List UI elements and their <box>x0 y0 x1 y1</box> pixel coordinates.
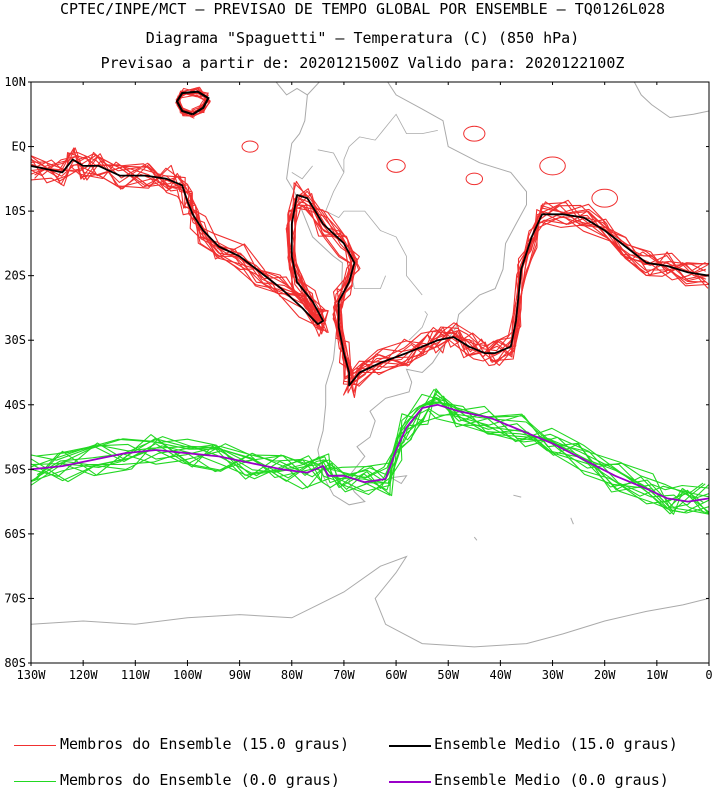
lon-tick-label: 130W <box>17 668 47 682</box>
coastline <box>390 475 408 485</box>
member-isotherm-0 <box>36 409 709 515</box>
mean-isotherm-15 <box>31 158 709 387</box>
legend-swatch-mean-0 <box>389 781 431 783</box>
lon-tick-label: 70W <box>333 668 355 682</box>
longitude-axis: 130W 120W 110W 100W 90W 80W 70W 60W 50W 40W 30W 20W… <box>17 82 713 682</box>
lon-tick-label: 110W <box>121 668 151 682</box>
member-isotherm-15 <box>31 154 707 386</box>
member-blob-15 <box>241 140 259 153</box>
legend-swatch-members-0 <box>14 781 56 782</box>
member-isotherm-0 <box>31 402 709 498</box>
ensemble-mean-layer <box>31 90 709 503</box>
member-isotherm-15 <box>31 155 709 399</box>
member-isotherm-0 <box>31 396 709 499</box>
member-isotherm-15 <box>31 149 706 378</box>
lat-tick-label: 10S <box>4 204 26 218</box>
country-border <box>343 210 423 296</box>
legend-label-mean-15: Ensemble Medio (15.0 graus) <box>434 735 678 753</box>
ensemble-members-layer <box>31 86 709 515</box>
coastline <box>247 8 260 44</box>
mean-isotherm-0 <box>31 403 709 503</box>
legend-swatch-mean-15 <box>389 745 431 747</box>
lat-tick-label: 70S <box>4 591 26 605</box>
member-isotherm-15 <box>31 155 709 388</box>
coastline <box>286 82 527 506</box>
country-border <box>343 113 438 173</box>
lon-tick-label: 50W <box>437 668 459 682</box>
coastline <box>275 82 308 96</box>
coastline-layer <box>31 8 709 648</box>
member-isotherm-0 <box>36 410 709 493</box>
lon-tick-label: 60W <box>385 668 407 682</box>
latitude-axis: 10N EQ 10S 20S 30S 40S 50S 60S 70S 80S <box>4 75 709 670</box>
lon-tick-label: 0 <box>705 668 712 682</box>
lon-tick-label: 90W <box>229 668 251 682</box>
member-isotherm-0 <box>31 395 709 514</box>
member-isotherm-15 <box>31 153 706 374</box>
lon-tick-label: 120W <box>69 668 99 682</box>
lat-tick-label: 60S <box>4 527 26 541</box>
country-border <box>291 165 313 180</box>
country-border <box>408 310 428 341</box>
member-isotherm-15 <box>31 161 706 383</box>
lon-tick-label: 40W <box>490 668 512 682</box>
member-blob-15 <box>463 125 486 142</box>
lon-tick-label: 10W <box>646 668 668 682</box>
coastline <box>513 494 522 498</box>
member-isotherm-15 <box>31 147 706 384</box>
coastline <box>570 517 574 525</box>
title-line-2: Diagrama "Spaguetti" – Temperatura (C) (… <box>145 29 580 47</box>
title-line-3: Previsao a partir de: 2020121500Z Valido… <box>100 54 625 72</box>
member-blob-15 <box>591 188 618 208</box>
title-line-1: CPTEC/INPE/MCT – PREVISAO DE TEMPO GLOBA… <box>59 0 666 18</box>
legend-label-mean-0: Ensemble Medio (0.0 graus) <box>434 771 669 789</box>
lon-tick-label: 80W <box>281 668 303 682</box>
lon-tick-label: 30W <box>542 668 564 682</box>
member-isotherm-15 <box>34 163 709 387</box>
legend-label-members-0: Membros do Ensemble (0.0 graus) <box>60 771 340 789</box>
lat-tick-label: 30S <box>4 333 26 347</box>
legend-label-members-15: Membros do Ensemble (15.0 graus) <box>60 735 349 753</box>
lat-tick-label: EQ <box>12 140 26 154</box>
member-blob-15 <box>465 172 484 186</box>
lat-tick-label: 50S <box>4 462 26 476</box>
member-isotherm-15 <box>31 151 709 380</box>
coastline <box>473 536 478 541</box>
lon-tick-label: 20W <box>594 668 616 682</box>
legend-swatch-members-15 <box>14 745 56 746</box>
member-blob-15 <box>539 156 566 176</box>
member-isotherm-0 <box>31 401 704 503</box>
plot-frame <box>30 81 710 664</box>
lat-tick-label: 10N <box>4 75 26 89</box>
member-blob-15 <box>386 159 406 173</box>
member-gyre-15 <box>178 92 208 118</box>
lat-tick-label: 80S <box>4 656 26 670</box>
mean-gyre-15 <box>175 90 210 116</box>
coastline <box>633 82 709 119</box>
lat-tick-label: 40S <box>4 398 26 412</box>
country-border <box>317 149 345 219</box>
coastline <box>31 555 709 648</box>
member-isotherm-15 <box>31 151 707 379</box>
lon-tick-label: 100W <box>173 668 203 682</box>
lat-tick-label: 20S <box>4 269 26 283</box>
